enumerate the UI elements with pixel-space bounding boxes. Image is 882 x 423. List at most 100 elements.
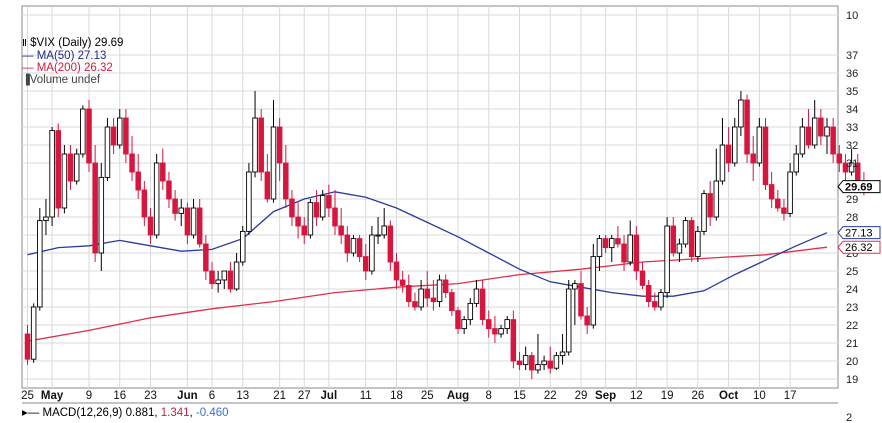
candle-body	[246, 171, 252, 232]
candle-body	[479, 288, 486, 321]
candle-body	[190, 207, 197, 236]
candle-body	[49, 130, 55, 218]
candle-body	[264, 171, 271, 200]
volume-bars-icon: ▐	[22, 75, 30, 86]
candle	[252, 91, 258, 178]
candle-body	[627, 234, 633, 263]
candle-body	[442, 279, 449, 294]
price-tags: 27.13 26.32 29.69	[837, 180, 881, 254]
candle-body	[498, 328, 504, 335]
candle-body	[129, 153, 135, 173]
candle	[283, 145, 289, 208]
candle-body	[344, 234, 351, 254]
candle-body	[750, 153, 756, 164]
candle	[818, 109, 824, 145]
candle	[424, 271, 431, 307]
candle	[565, 280, 572, 356]
candle	[578, 271, 584, 320]
candle-body	[375, 234, 381, 237]
candle-body	[196, 207, 203, 245]
candle	[110, 118, 117, 154]
x-tick-label: 16	[113, 390, 126, 402]
macd-legend: ▸— MACD(12,26,9) 0.881, 1.341, -0.460	[22, 407, 229, 419]
candle	[701, 190, 707, 235]
macd-line-icon: ▸—	[22, 407, 40, 419]
candle	[375, 217, 381, 244]
candle	[492, 316, 498, 343]
candle	[467, 298, 474, 325]
y-tick-label: 29	[846, 194, 858, 206]
candle-body	[492, 328, 498, 335]
candle-body	[209, 270, 215, 285]
candle-body	[584, 315, 590, 326]
candle	[276, 118, 283, 181]
x-tick-label: 9	[86, 390, 92, 402]
candle-body	[676, 243, 683, 254]
y-tick-label: 32	[846, 140, 858, 152]
last-price-tag: 29.69	[837, 180, 881, 194]
legend-ma50-text: MA(50) 27.13	[36, 50, 107, 62]
candle-body	[116, 117, 123, 146]
candle-body	[670, 225, 677, 254]
chart-legend: Ⅱ $VIX (Daily) 29.69 — MA(50) 27.13 — MA…	[22, 37, 123, 87]
y-tick-label: 37	[846, 50, 858, 62]
candle	[344, 226, 351, 262]
y-tick-label: 31	[846, 158, 858, 170]
candle	[744, 94, 750, 163]
candle-body	[486, 319, 492, 330]
candle	[363, 244, 369, 280]
candle	[584, 307, 590, 334]
ma50-tag-box	[837, 226, 881, 240]
candle	[393, 253, 400, 289]
candle-body	[424, 288, 431, 299]
candle-body	[406, 284, 412, 303]
candle-body	[86, 108, 92, 164]
candle-body	[295, 216, 301, 227]
candle-body	[55, 130, 62, 209]
candle-body	[732, 126, 738, 164]
candle	[522, 346, 529, 370]
candle-body	[166, 180, 172, 200]
x-tick-label: 12	[630, 390, 643, 402]
candle-body	[356, 238, 363, 258]
candle-body	[713, 180, 720, 218]
candle-body	[135, 171, 141, 191]
candle-body	[301, 225, 308, 236]
candle-body	[283, 162, 289, 200]
candle-body	[818, 117, 824, 137]
candle	[37, 208, 43, 311]
candle	[811, 100, 818, 149]
candle-body	[172, 198, 178, 214]
candle-body	[553, 355, 560, 369]
candle-body	[738, 99, 744, 128]
candle	[369, 226, 375, 275]
candle	[319, 190, 326, 221]
candle-body	[418, 288, 424, 308]
candle-body	[455, 310, 461, 330]
candle-body	[67, 153, 74, 182]
x-tick-label: 8	[486, 390, 492, 402]
candle	[196, 199, 203, 248]
candle-body	[221, 270, 228, 281]
candle	[258, 109, 264, 181]
candle-body	[399, 279, 406, 286]
candle-body	[793, 153, 800, 173]
x-tick-label: 26	[691, 390, 704, 402]
candle	[541, 355, 547, 370]
y-tick-label: 19	[846, 374, 858, 386]
candle	[326, 184, 332, 217]
candle-body	[652, 301, 658, 308]
candle	[676, 238, 683, 262]
candle	[381, 208, 387, 239]
candle	[246, 163, 252, 235]
y-axis: 192021222324252627282931323334353637102	[846, 10, 858, 423]
candle	[609, 235, 615, 262]
candle-body	[319, 194, 326, 218]
candle-body	[633, 234, 640, 272]
ma50-path	[27, 191, 828, 297]
candle-body	[805, 126, 812, 146]
candle	[449, 289, 455, 316]
candle	[639, 262, 646, 289]
candle	[141, 181, 148, 226]
